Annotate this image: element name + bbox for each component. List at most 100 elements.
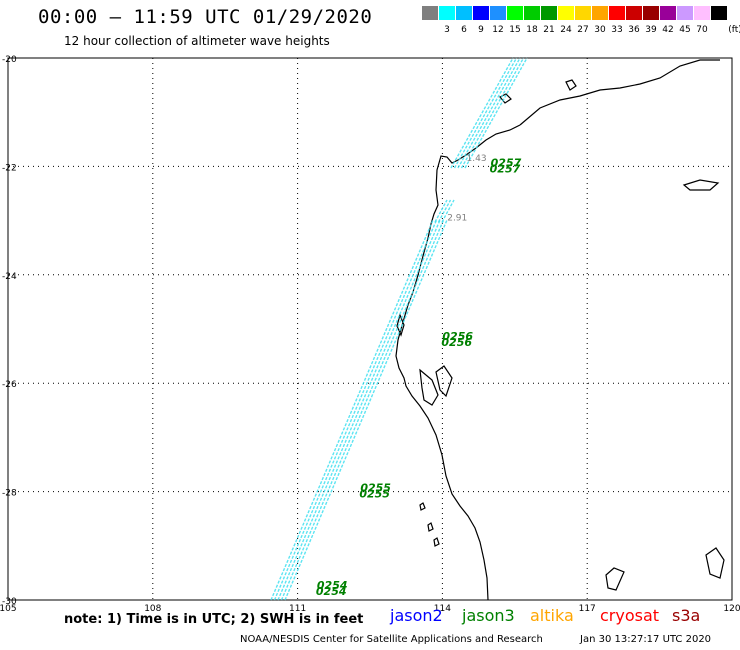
- island-se-2: [705, 547, 725, 579]
- satellite-track: [277, 219, 441, 601]
- scale-label: 18: [526, 25, 538, 35]
- lat-tick-label: -24: [2, 272, 17, 282]
- satellite-track: [434, 199, 448, 223]
- satellite-ground-tracks: [270, 57, 528, 601]
- lat-tick-label: -22: [2, 163, 17, 173]
- lat-tick-label: -20: [2, 55, 17, 65]
- satellite-track: [441, 199, 455, 223]
- page-title: 00:00 – 11:59 UTC 01/29/2020: [38, 6, 373, 28]
- scale-label: 21: [543, 25, 555, 35]
- shark-bay-island: [396, 313, 405, 337]
- scale-label: 9: [478, 25, 484, 35]
- svg-text:0255: 0255: [359, 488, 390, 501]
- lat-tick-label: -28: [2, 489, 17, 499]
- lon-tick-label: 117: [579, 604, 596, 614]
- scale-label: 42: [662, 25, 674, 35]
- credit-line: NOAA/NESDIS Center for Satellite Applica…: [240, 634, 543, 645]
- satellite-track: [270, 219, 434, 601]
- satellite-track: [460, 57, 525, 169]
- scale-swatch: [592, 6, 608, 20]
- scale-swatch: [473, 6, 489, 20]
- scale-label: 30: [594, 25, 606, 35]
- legend-item-s3a: s3a: [672, 606, 701, 625]
- scale-swatch: [524, 6, 540, 20]
- coastline-north: [395, 124, 521, 601]
- legend-item-cryosat: cryosat: [600, 606, 660, 625]
- scale-label: 15: [509, 25, 521, 35]
- svg-text:0256: 0256: [441, 336, 472, 349]
- island-se-1: [605, 567, 625, 591]
- map-frame: [7, 57, 733, 601]
- island-w-1: [419, 502, 426, 511]
- scale-unit: (ft): [728, 25, 740, 35]
- scale-label: 36: [628, 25, 640, 35]
- scale-swatch: [609, 6, 625, 20]
- lon-tick-label: 114: [434, 604, 451, 614]
- swh-label: 1.43: [467, 154, 487, 164]
- satellite-track: [457, 57, 521, 169]
- swh-value-labels: 2.91 1.43: [447, 154, 486, 224]
- satellite-track: [280, 219, 445, 601]
- island-w-3: [433, 537, 440, 547]
- scale-label: 3: [444, 25, 450, 35]
- scale-swatch: [456, 6, 472, 20]
- lon-tick-label: 105: [0, 604, 17, 614]
- island-east: [682, 179, 720, 191]
- svg-text:0254: 0254: [317, 579, 348, 592]
- svg-text:0254: 0254: [316, 585, 347, 598]
- legend-item-jason3: jason3: [462, 606, 515, 625]
- island-ne: [565, 79, 577, 91]
- scale-label: 6: [461, 25, 467, 35]
- lat-tick-label: -30: [2, 597, 17, 607]
- svg-text:0256: 0256: [442, 330, 473, 343]
- lat-tick-label: -26: [2, 380, 17, 390]
- scale-swatch: [626, 6, 642, 20]
- scale-swatch: [558, 6, 574, 20]
- scale-label: 33: [611, 25, 623, 35]
- scale-swatch: [439, 6, 455, 20]
- legend-item-jason2: jason2: [390, 606, 443, 625]
- scale-swatch: [677, 6, 693, 20]
- scale-swatch: [694, 6, 710, 20]
- island-w-2: [427, 522, 434, 532]
- lat-lon-grid: [8, 58, 732, 600]
- satellite-track: [453, 57, 518, 169]
- svg-text:0257: 0257: [491, 156, 522, 169]
- scale-label: 45: [679, 25, 691, 35]
- satellite-track: [464, 57, 528, 169]
- shark-bay-peninsula: [419, 368, 439, 406]
- scale-label: 27: [577, 25, 589, 35]
- scale-swatch: [643, 6, 659, 20]
- scale-swatch: [541, 6, 557, 20]
- satellite-track: [273, 219, 438, 601]
- lon-tick-label: 108: [144, 604, 161, 614]
- scale-swatch: [507, 6, 523, 20]
- scale-swatch: [422, 6, 438, 20]
- scale-label: 70: [696, 25, 708, 35]
- scale-label: 12: [492, 25, 504, 35]
- scale-label: 24: [560, 25, 572, 35]
- lon-tick-label: 120: [723, 604, 740, 614]
- scale-swatch: [711, 6, 727, 20]
- peninsula-east: [435, 365, 453, 398]
- page-subtitle: 12 hour collection of altimeter wave hei…: [64, 34, 330, 48]
- coastline-northeast: [519, 59, 720, 126]
- generation-timestamp: Jan 30 13:27:17 UTC 2020: [580, 634, 712, 645]
- footnote: note: 1) Time is in UTC; 2) SWH is in fe…: [64, 612, 364, 627]
- satellite-track: [437, 199, 452, 223]
- scale-swatch: [575, 6, 591, 20]
- lon-tick-label: 111: [289, 604, 306, 614]
- scale-swatch: [490, 6, 506, 20]
- satellite-track: [284, 219, 448, 601]
- satellite-track: [450, 57, 514, 169]
- scale-label: 39: [645, 25, 657, 35]
- swh-label: 2.91: [447, 214, 467, 224]
- svg-text:0255: 0255: [360, 482, 391, 495]
